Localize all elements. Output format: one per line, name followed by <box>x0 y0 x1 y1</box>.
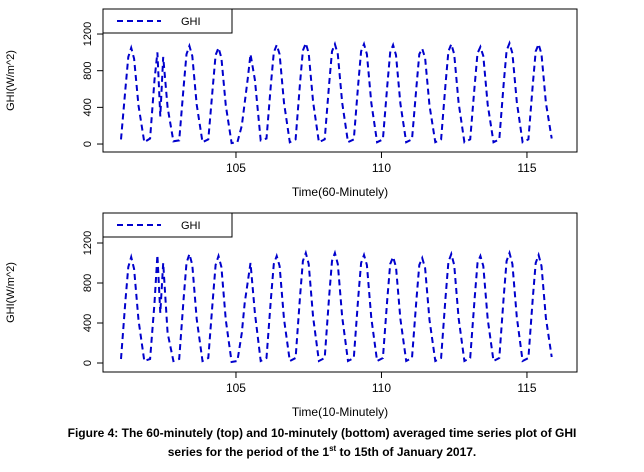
y-tick-label: 1200 <box>82 22 94 46</box>
x-tick-label: 115 <box>517 161 536 175</box>
caption-text: to 15th of January 2017. <box>336 445 477 459</box>
x-tick-label: 110 <box>372 161 391 175</box>
y-tick-label: 400 <box>82 98 94 116</box>
legend-box <box>102 212 233 238</box>
caption-line: series for the period of the 1st to 15th… <box>0 444 644 459</box>
x-axis-label: Time(10-Minutely) <box>292 405 388 419</box>
caption-line: Figure 4: The 60-minutely (top) and 10-m… <box>67 426 577 440</box>
x-tick-label: 105 <box>226 381 246 395</box>
y-axis-label: GHI(W/m^2) <box>5 50 17 111</box>
data-line <box>120 249 553 364</box>
x-axis-label: Time(60-Minutely) <box>292 185 388 199</box>
caption-superscript: st <box>329 444 337 453</box>
y-tick-label: 800 <box>82 274 94 292</box>
y-tick-label: 800 <box>82 62 94 80</box>
caption-text: series for the period of the 1 <box>167 445 330 459</box>
y-tick-label: 1200 <box>82 231 94 255</box>
charts: 0 400 800 1200 105 110 115 Time(60-Minutely) GHI… <box>5 8 578 419</box>
legend-label: GHI <box>181 220 201 232</box>
x-tick-label: 115 <box>517 381 536 395</box>
legend-label: GHI <box>181 16 201 28</box>
data-line <box>120 40 553 145</box>
y-tick-label: 0 <box>82 141 94 147</box>
y-axis-label: GHI(W/m^2) <box>5 262 17 323</box>
x-tick-label: 110 <box>372 381 391 395</box>
plot-frame <box>102 8 578 153</box>
y-tick-label: 400 <box>82 314 94 332</box>
legend-box <box>102 8 233 34</box>
y-tick-label: 0 <box>82 360 94 366</box>
x-tick-label: 105 <box>226 161 246 175</box>
plot-frame <box>102 212 578 373</box>
